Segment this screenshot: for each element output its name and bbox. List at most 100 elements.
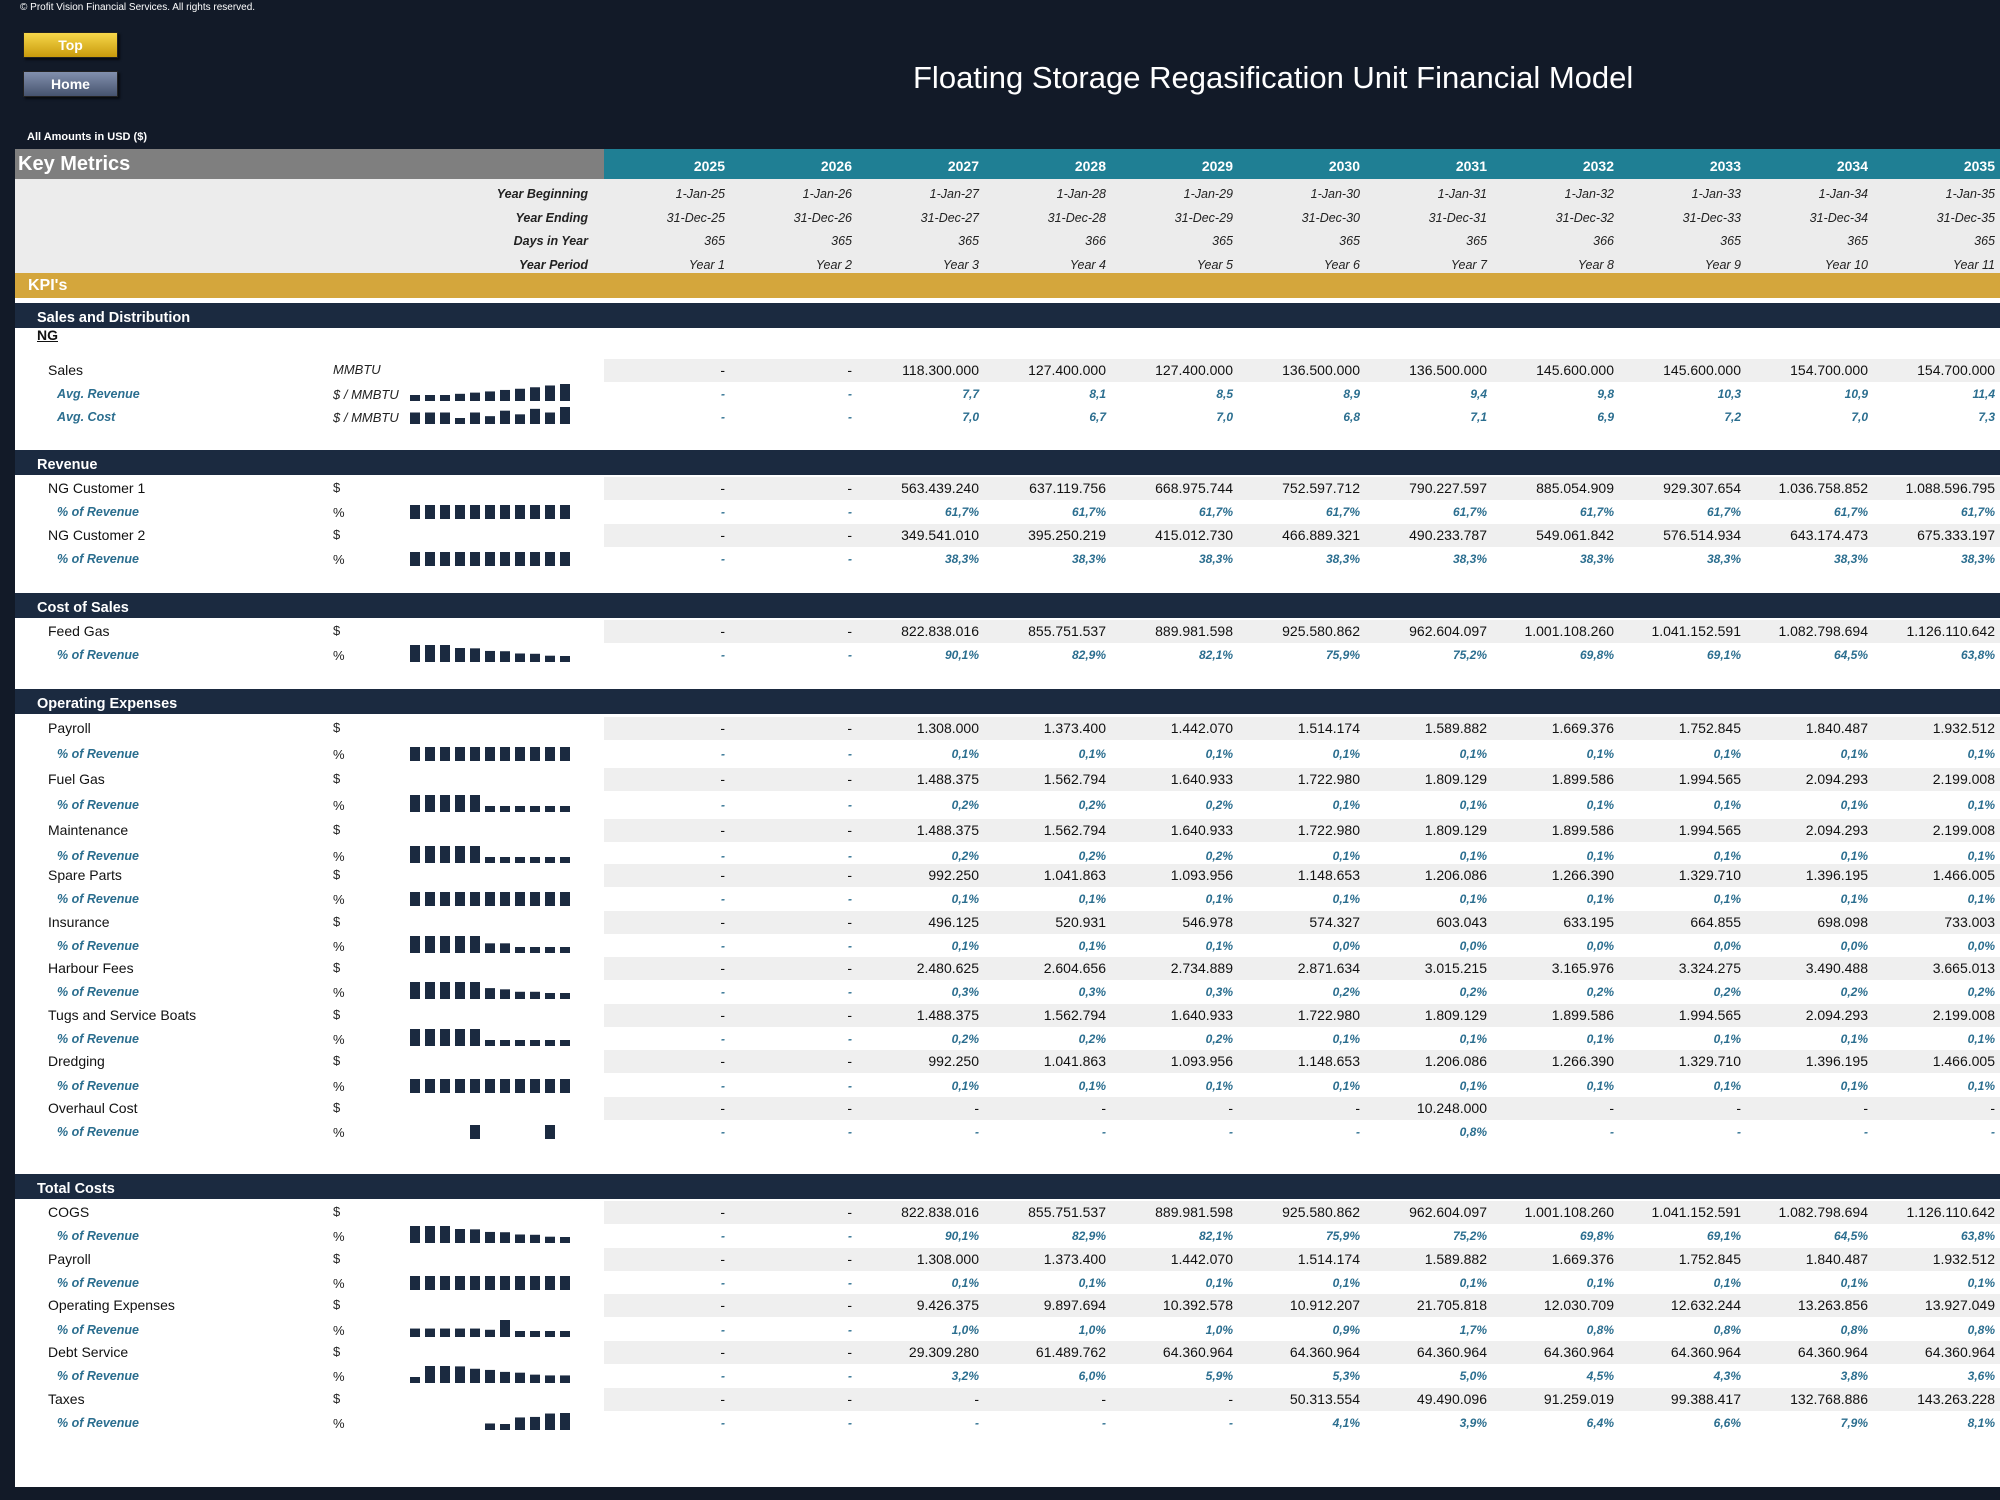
header-cell: 1-Jan-31 <box>1437 187 1487 201</box>
table-cell: 12.030.709 <box>1543 1297 1614 1313</box>
sparkline-bar <box>545 552 555 566</box>
table-cell: - <box>721 1276 725 1290</box>
table-cell: 0,1% <box>1205 892 1233 906</box>
row-shade <box>604 911 2000 934</box>
table-cell: 0,1% <box>1078 939 1106 953</box>
table-cell: 2.199.008 <box>1932 822 1995 838</box>
table-cell: 136.500.000 <box>1409 362 1487 378</box>
table-cell: - <box>848 1079 852 1093</box>
sparkline-bar <box>485 1079 495 1093</box>
sparkline-bar <box>470 552 480 566</box>
table-cell: 69,8% <box>1579 648 1614 662</box>
row-label: NG Customer 2 <box>48 527 146 543</box>
table-cell: 3.015.215 <box>1424 960 1487 976</box>
header-cell: 31-Dec-30 <box>1301 210 1360 225</box>
table-cell: 1.308.000 <box>916 720 979 736</box>
sparkline-bar <box>560 1375 570 1383</box>
table-cell: 1.001.108.260 <box>1524 623 1614 639</box>
sparkline <box>410 1320 570 1337</box>
sparkline-bar <box>455 1229 465 1243</box>
top-button[interactable]: Top <box>23 32 118 58</box>
sparkline <box>410 747 570 761</box>
table-cell: 1.669.376 <box>1551 1251 1614 1267</box>
table-cell: 61,7% <box>1579 505 1614 519</box>
table-cell: 4,3% <box>1713 1369 1741 1383</box>
row-shade <box>604 1341 2000 1364</box>
row-unit: % <box>333 1079 345 1094</box>
sparkline-bar <box>515 991 525 999</box>
sparkline-bar <box>515 806 525 812</box>
pct-row-label: % of Revenue <box>57 1416 139 1430</box>
sparkline-bar <box>545 1413 555 1430</box>
section-header: Operating Expenses <box>15 689 2000 714</box>
sparkline-bar <box>500 1232 510 1243</box>
table-cell: - <box>975 1416 979 1430</box>
subsection-label: NG <box>37 327 58 343</box>
sparkline <box>410 795 570 812</box>
sparkline-bar <box>410 936 420 953</box>
table-cell: 2.094.293 <box>1805 1007 1868 1023</box>
table-cell: 61,7% <box>944 505 979 519</box>
table-cell: 733.003 <box>1944 914 1995 930</box>
table-cell: 61,7% <box>1960 505 1995 519</box>
pct-row-label: % of Revenue <box>57 552 139 566</box>
sparkline-bar <box>440 1366 450 1383</box>
table-cell: 855.751.537 <box>1028 623 1106 639</box>
row-shade <box>604 1294 2000 1317</box>
table-cell: - <box>848 1032 852 1046</box>
table-cell: 752.597.712 <box>1282 480 1360 496</box>
pct-row-label: % of Revenue <box>57 747 139 761</box>
table-cell: - <box>848 1323 852 1337</box>
sparkline-bar <box>485 416 495 424</box>
row-unit: % <box>333 892 345 907</box>
row-unit: % <box>333 648 345 663</box>
header-cell: 31-Dec-31 <box>1428 210 1487 225</box>
table-cell: 0,1% <box>1078 747 1106 761</box>
table-cell: - <box>1102 1125 1106 1139</box>
table-cell: 0,1% <box>951 1079 979 1093</box>
table-cell: 1.752.845 <box>1678 1251 1741 1267</box>
table-cell: - <box>1229 1416 1233 1430</box>
table-cell: 0,1% <box>1840 849 1868 863</box>
sparkline-bar <box>410 412 420 424</box>
table-cell: - <box>848 798 852 812</box>
table-cell: 2.199.008 <box>1932 771 1995 787</box>
table-cell: 1,0% <box>1078 1323 1106 1337</box>
table-cell: 69,8% <box>1579 1229 1614 1243</box>
table-cell: 0,1% <box>1967 849 1995 863</box>
pct-row-label: Avg. Cost <box>57 410 116 424</box>
table-cell: - <box>847 914 852 930</box>
sparkline-bar <box>560 384 570 401</box>
header-cell: 31-Dec-25 <box>666 210 725 225</box>
sparkline-bar <box>500 989 510 999</box>
table-cell: 0,1% <box>1332 892 1360 906</box>
sparkline <box>410 1276 570 1290</box>
table-cell: - <box>720 822 725 838</box>
table-cell: 0,1% <box>1459 1079 1487 1093</box>
table-cell: 1.442.070 <box>1170 720 1233 736</box>
year-header-2035: 2035 <box>1963 158 1995 174</box>
sparkline-bar <box>410 892 420 906</box>
sparkline-bar <box>530 991 540 999</box>
home-button[interactable]: Home <box>23 71 118 97</box>
table-cell: 1.041.863 <box>1043 867 1106 883</box>
sparkline-bar <box>500 857 510 863</box>
table-cell: 0,1% <box>1459 892 1487 906</box>
sparkline-bar <box>425 1328 435 1337</box>
year-header-2029: 2029 <box>1201 158 1233 174</box>
table-cell: 1.994.565 <box>1678 771 1741 787</box>
table-cell: - <box>848 1369 852 1383</box>
sparkline <box>410 1366 570 1383</box>
table-cell: 91.259.019 <box>1543 1391 1614 1407</box>
table-cell: 0,1% <box>1459 747 1487 761</box>
sparkline-bar <box>455 393 465 401</box>
table-cell: 1.722.980 <box>1297 771 1360 787</box>
sparkline-bar <box>440 1276 450 1290</box>
sparkline-bar <box>530 1079 540 1093</box>
row-shade <box>604 768 2000 791</box>
table-cell: 1.396.195 <box>1805 867 1868 883</box>
table-cell: 75,9% <box>1325 1229 1360 1243</box>
table-cell: 5,0% <box>1459 1369 1487 1383</box>
table-cell: - <box>721 1323 725 1337</box>
table-cell: - <box>848 410 852 424</box>
